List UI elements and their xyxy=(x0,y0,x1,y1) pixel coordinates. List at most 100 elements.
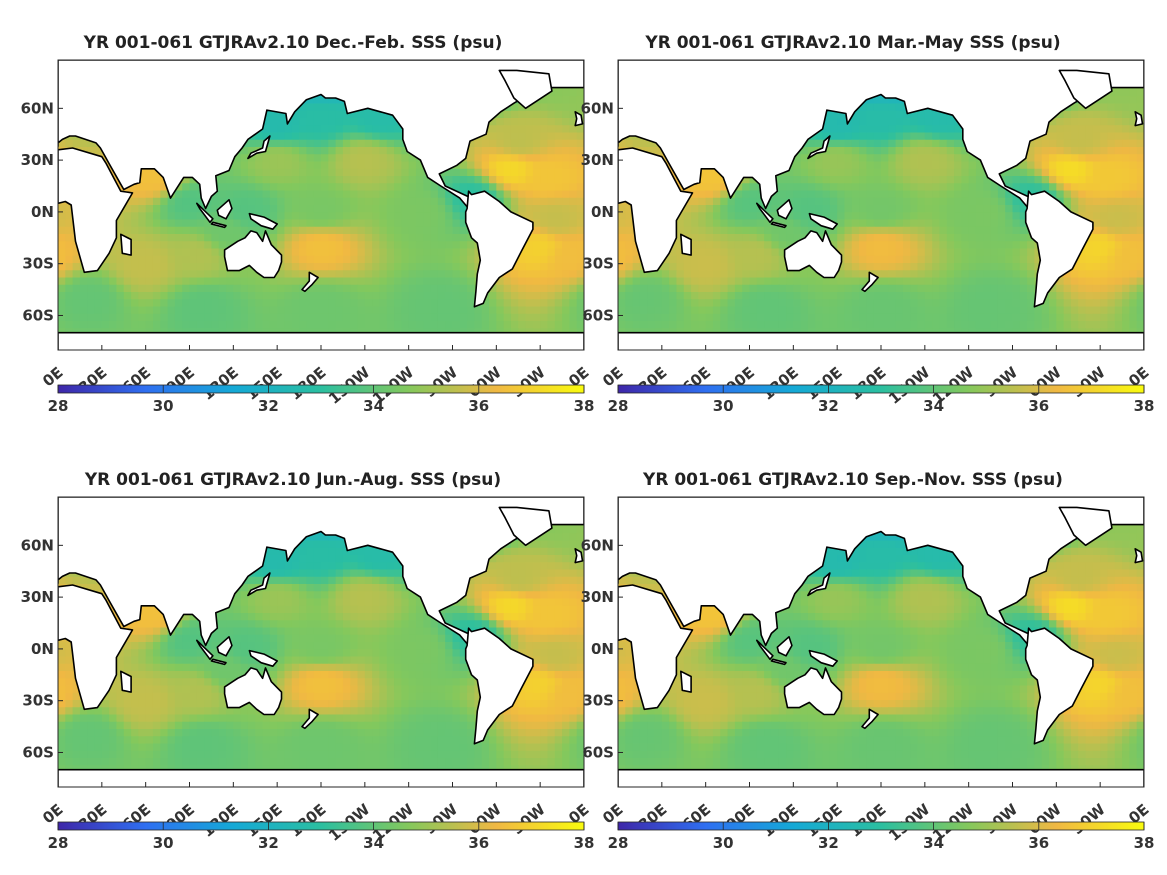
salinity-cell xyxy=(793,226,802,235)
salinity-cell xyxy=(299,103,307,112)
salinity-cell xyxy=(342,132,351,141)
salinity-cell xyxy=(676,248,685,257)
salinity-cell xyxy=(65,248,74,257)
salinity-cell xyxy=(749,205,758,213)
salinity-cell xyxy=(342,248,351,257)
salinity-cell xyxy=(727,205,736,213)
salinity-cell xyxy=(851,139,860,148)
salinity-cell xyxy=(618,139,626,148)
salinity-cell xyxy=(569,212,578,221)
salinity-cell xyxy=(807,168,816,177)
salinity-cell xyxy=(269,161,278,170)
salinity-cell xyxy=(152,212,161,221)
salinity-cell xyxy=(247,277,256,286)
salinity-cell xyxy=(342,110,351,119)
salinity-cell xyxy=(1136,125,1144,134)
salinity-cell xyxy=(467,284,476,293)
salinity-cell xyxy=(109,313,118,322)
salinity-cell xyxy=(910,161,919,170)
salinity-cell xyxy=(1056,147,1065,155)
salinity-cell xyxy=(182,212,191,221)
salinity-cell xyxy=(284,176,293,184)
salinity-cell xyxy=(233,234,242,242)
salinity-cell xyxy=(961,147,970,155)
salinity-cell xyxy=(859,205,867,213)
salinity-cell xyxy=(299,176,307,184)
salinity-cell xyxy=(540,321,549,329)
salinity-cell xyxy=(58,313,66,322)
salinity-cell xyxy=(459,321,468,329)
salinity-cell xyxy=(1114,132,1123,141)
salinity-cell xyxy=(321,284,329,293)
salinity-cell xyxy=(313,313,322,322)
salinity-cell xyxy=(423,255,432,264)
salinity-cell xyxy=(1129,234,1138,242)
salinity-cell xyxy=(1049,168,1057,177)
salinity-cell xyxy=(698,219,707,228)
salinity-cell xyxy=(211,321,220,329)
salinity-cell xyxy=(961,248,970,257)
sss-map-plot: 60N30N0N30S60S0E30E60E90E120E150E180E150… xyxy=(581,59,1154,415)
salinity-cell xyxy=(547,168,556,177)
salinity-cell xyxy=(1005,168,1014,177)
salinity-cell xyxy=(262,132,271,141)
salinity-cell xyxy=(430,241,439,250)
salinity-cell xyxy=(262,292,271,300)
salinity-cell xyxy=(415,205,424,213)
salinity-cell xyxy=(452,212,461,221)
salinity-cell xyxy=(554,197,563,206)
salinity-cell xyxy=(540,219,549,228)
salinity-cell xyxy=(525,263,534,271)
salinity-cell xyxy=(342,292,351,300)
salinity-cell xyxy=(204,292,213,300)
salinity-cell xyxy=(152,234,161,242)
salinity-cell xyxy=(917,219,926,228)
salinity-cell xyxy=(576,306,584,315)
salinity-cell xyxy=(394,270,402,279)
salinity-cell xyxy=(786,212,794,221)
salinity-cell xyxy=(873,168,882,177)
salinity-cell xyxy=(997,255,1006,264)
salinity-cell xyxy=(910,241,919,250)
salinity-cell xyxy=(284,219,293,228)
salinity-cell xyxy=(138,241,147,250)
salinity-cell xyxy=(1136,234,1144,242)
salinity-cell xyxy=(430,255,439,264)
salinity-cell xyxy=(291,110,300,119)
salinity-cell xyxy=(321,219,329,228)
salinity-cell xyxy=(510,277,519,286)
salinity-cell xyxy=(764,234,773,242)
salinity-cell xyxy=(510,147,519,155)
salinity-cell xyxy=(954,190,962,199)
salinity-cell xyxy=(474,168,483,177)
salinity-cell xyxy=(379,154,388,163)
salinity-cell xyxy=(554,89,563,97)
salinity-cell xyxy=(138,197,147,206)
salinity-cell xyxy=(807,147,816,155)
salinity-cell xyxy=(240,284,249,293)
salinity-cell xyxy=(277,161,286,170)
salinity-cell xyxy=(1012,176,1021,184)
salinity-cell xyxy=(335,241,344,250)
salinity-cell xyxy=(277,212,286,221)
salinity-cell xyxy=(131,248,139,257)
salinity-cell xyxy=(691,183,699,192)
salinity-cell xyxy=(364,205,373,213)
salinity-cell xyxy=(79,299,88,308)
salinity-cell xyxy=(1092,161,1101,170)
salinity-cell xyxy=(116,306,125,315)
salinity-cell xyxy=(65,205,74,213)
salinity-cell xyxy=(379,299,388,308)
salinity-cell xyxy=(269,183,278,192)
salinity-cell xyxy=(160,197,169,206)
salinity-cell xyxy=(386,154,395,163)
salinity-cell xyxy=(1122,205,1130,213)
salinity-cell xyxy=(123,284,132,293)
salinity-cell xyxy=(313,132,322,141)
salinity-cell xyxy=(1136,248,1144,257)
salinity-cell xyxy=(372,154,381,163)
salinity-cell xyxy=(394,277,402,286)
salinity-cell xyxy=(576,292,584,300)
salinity-cell xyxy=(131,321,139,329)
salinity-cell xyxy=(554,313,563,322)
